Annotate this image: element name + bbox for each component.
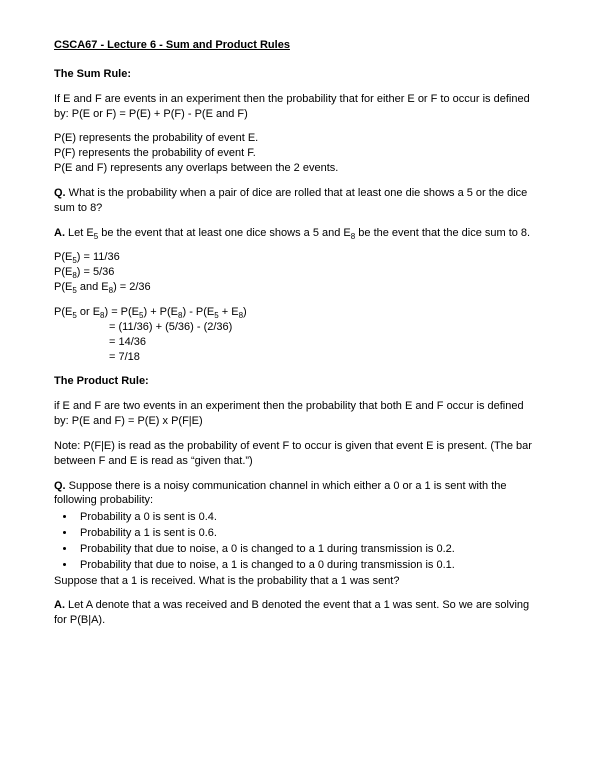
- calc-line-2: = (11/36) + (5/36) - (2/36): [54, 320, 541, 335]
- list-item: Probability that due to noise, a 0 is ch…: [76, 542, 541, 558]
- calc-line-4: = 7/18: [54, 350, 541, 365]
- p-e58-l: P(E: [54, 281, 72, 293]
- product-rule-question: Q. Suppose there is a noisy communicatio…: [54, 479, 541, 509]
- pe-text: P(E) represents the probability of event…: [54, 131, 541, 146]
- a-label: A.: [54, 227, 65, 239]
- sum-rule-definition: If E and F are events in an experiment t…: [54, 92, 541, 122]
- c1f: + E: [219, 306, 239, 318]
- probability-bullets: Probability a 0 is sent is 0.4. Probabil…: [76, 510, 541, 573]
- list-item: Probability a 0 is sent is 0.4.: [76, 510, 541, 526]
- a-pre: Let E: [65, 227, 94, 239]
- a-post: be the event that the dice sum to 8.: [355, 227, 530, 239]
- p-e8-r: ) = 5/36: [77, 266, 115, 278]
- c1g: ): [243, 306, 247, 318]
- c1d: ) + P(E: [143, 306, 178, 318]
- p-e5: P(E5) = 11/36: [54, 250, 541, 265]
- calc-line-1: P(E5 or E8) = P(E5) + P(E8) - P(E5 + E8): [54, 305, 541, 320]
- calc-line-3: = 14/36: [54, 335, 541, 350]
- p-e5-r: ) = 11/36: [77, 251, 120, 263]
- sum-rule-explain: P(E) represents the probability of event…: [54, 131, 541, 176]
- p-e58: P(E5 and E8) = 2/36: [54, 280, 541, 295]
- sum-rule-answer-intro: A. Let E5 be the event that at least one…: [54, 226, 541, 241]
- c1b: or E: [77, 306, 100, 318]
- p-e8-l: P(E: [54, 266, 72, 278]
- page: CSCA67 - Lecture 6 - Sum and Product Rul…: [0, 0, 595, 668]
- a-label: A.: [54, 599, 65, 611]
- list-item: Probability that due to noise, a 1 is ch…: [76, 558, 541, 574]
- a-text: Let A denote that a was received and B d…: [54, 599, 529, 626]
- probability-values: P(E5) = 11/36 P(E8) = 5/36 P(E5 and E8) …: [54, 250, 541, 295]
- c1a: P(E: [54, 306, 72, 318]
- a-mid: be the event that at least one dice show…: [98, 227, 351, 239]
- list-item: Probability a 1 is sent is 0.6.: [76, 526, 541, 542]
- p-e8: P(E8) = 5/36: [54, 265, 541, 280]
- p-e58-r: ) = 2/36: [113, 281, 151, 293]
- calculation-block: P(E5 or E8) = P(E5) + P(E8) - P(E5 + E8)…: [54, 305, 541, 364]
- q-text: Suppose there is a noisy communication c…: [54, 480, 506, 507]
- q-text: What is the probability when a pair of d…: [54, 187, 527, 214]
- product-rule-question-tail: Suppose that a 1 is received. What is th…: [54, 574, 541, 589]
- sum-rule-heading: The Sum Rule:: [54, 67, 541, 82]
- pf-text: P(F) represents the probability of event…: [54, 146, 541, 161]
- product-rule-heading: The Product Rule:: [54, 374, 541, 389]
- p-e5-l: P(E: [54, 251, 72, 263]
- product-rule-answer: A. Let A denote that a was received and …: [54, 598, 541, 628]
- sum-rule-question: Q. What is the probability when a pair o…: [54, 186, 541, 216]
- c1e: ) - P(E: [182, 306, 214, 318]
- product-rule-definition: if E and F are two events in an experime…: [54, 399, 541, 429]
- c1c: ) = P(E: [104, 306, 139, 318]
- page-title: CSCA67 - Lecture 6 - Sum and Product Rul…: [54, 38, 541, 53]
- p-e58-m: and E: [77, 281, 109, 293]
- q-label: Q.: [54, 480, 66, 492]
- q-label: Q.: [54, 187, 66, 199]
- product-rule-note: Note: P(F|E) is read as the probability …: [54, 439, 541, 469]
- peandf-text: P(E and F) represents any overlaps betwe…: [54, 161, 541, 176]
